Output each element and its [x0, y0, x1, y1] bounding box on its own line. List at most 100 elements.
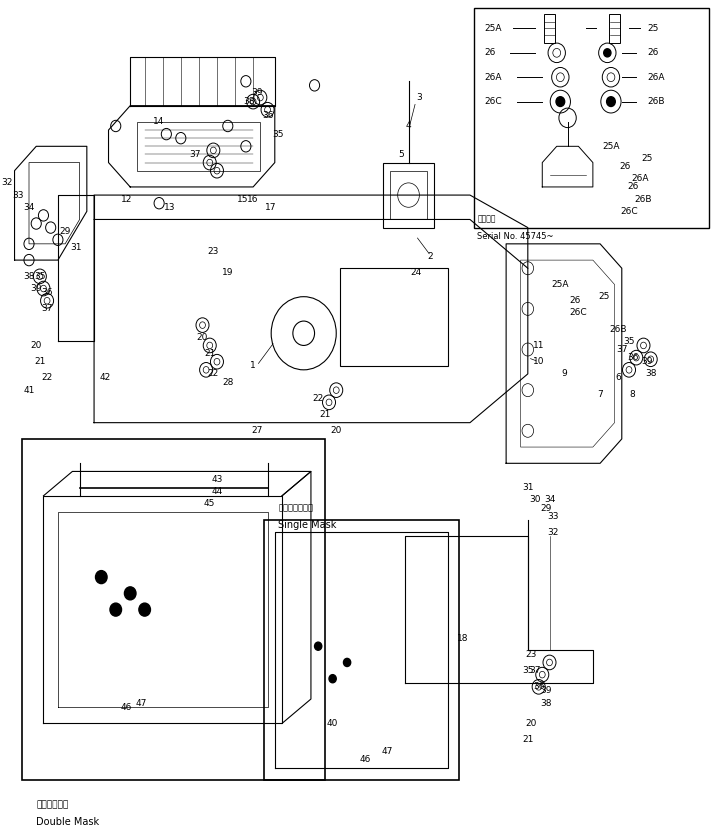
Text: 32: 32 [1, 178, 13, 188]
Text: 11: 11 [533, 341, 544, 350]
Text: 37: 37 [616, 345, 628, 354]
Text: 38: 38 [540, 699, 552, 708]
Text: 35: 35 [522, 666, 534, 675]
Text: 26: 26 [647, 49, 659, 57]
Circle shape [343, 658, 351, 667]
Text: 15: 15 [236, 195, 248, 204]
Text: 31: 31 [70, 244, 82, 253]
Text: 46: 46 [121, 703, 132, 712]
Text: 適用番号: 適用番号 [477, 215, 496, 224]
Text: 22: 22 [41, 373, 53, 382]
Text: 20: 20 [330, 426, 342, 435]
Text: 26C: 26C [620, 206, 638, 216]
Text: 26B: 26B [647, 97, 664, 106]
Text: 26: 26 [620, 162, 631, 171]
Text: Single Mask: Single Mask [278, 520, 337, 530]
Text: 38: 38 [244, 97, 255, 106]
Text: 26B: 26B [635, 195, 652, 204]
Text: 43: 43 [211, 475, 223, 484]
Text: 5: 5 [398, 150, 404, 159]
Text: 37: 37 [41, 304, 53, 313]
Text: 26A: 26A [631, 174, 649, 183]
Text: 9: 9 [561, 369, 567, 378]
Text: 25A: 25A [602, 142, 620, 151]
Text: 42: 42 [99, 373, 111, 382]
Text: 35: 35 [623, 337, 635, 346]
Text: 38: 38 [645, 369, 656, 378]
Text: 29: 29 [540, 504, 552, 512]
Text: 18: 18 [457, 634, 469, 643]
Bar [609, 14, 620, 43]
Text: 39: 39 [641, 357, 653, 366]
Text: 23: 23 [526, 650, 537, 659]
Text: 34: 34 [23, 202, 35, 211]
Text: 20: 20 [30, 341, 42, 350]
Text: 46: 46 [359, 756, 371, 765]
Text: 47: 47 [381, 748, 393, 757]
Text: 14: 14 [153, 117, 165, 126]
Text: 4: 4 [406, 121, 411, 131]
Text: 3: 3 [416, 93, 422, 102]
Circle shape [607, 97, 615, 107]
Text: 35: 35 [273, 130, 284, 139]
Text: 21: 21 [204, 349, 215, 358]
Text: Serial No. 45745~: Serial No. 45745~ [477, 231, 554, 240]
Text: 24: 24 [410, 268, 422, 277]
Text: 45: 45 [204, 500, 215, 509]
Text: 1: 1 [250, 361, 256, 370]
Text: 33: 33 [12, 191, 24, 200]
Text: 36: 36 [533, 682, 544, 691]
Text: 29: 29 [59, 227, 71, 236]
Text: 17: 17 [265, 202, 277, 211]
Text: 44: 44 [211, 487, 223, 496]
Text: 26: 26 [569, 297, 581, 306]
Text: 36: 36 [262, 111, 273, 120]
Circle shape [329, 675, 336, 683]
Text: 12: 12 [121, 195, 132, 204]
Text: 33: 33 [547, 511, 559, 520]
Text: 22: 22 [208, 369, 219, 378]
Text: 36: 36 [627, 354, 638, 362]
Text: 26C: 26C [570, 308, 587, 317]
Text: 26B: 26B [609, 325, 627, 334]
Text: 26: 26 [484, 49, 496, 57]
Text: 21: 21 [34, 357, 46, 366]
Text: 37: 37 [529, 666, 541, 675]
Text: 25: 25 [647, 24, 659, 33]
Text: 8: 8 [630, 390, 636, 399]
Text: 39: 39 [251, 88, 262, 97]
Text: 30: 30 [529, 496, 541, 505]
Text: 39: 39 [30, 284, 42, 293]
Text: 39: 39 [540, 686, 552, 695]
Text: 26A: 26A [484, 73, 502, 82]
Text: 37: 37 [189, 150, 201, 159]
Text: 23: 23 [208, 248, 219, 257]
Bar [544, 14, 555, 43]
Circle shape [556, 97, 565, 107]
Text: 34: 34 [544, 496, 555, 505]
Text: 16: 16 [247, 195, 259, 204]
Text: 38: 38 [23, 272, 35, 281]
Text: 40: 40 [327, 719, 338, 728]
Text: 7: 7 [597, 390, 603, 399]
Text: 36: 36 [41, 288, 53, 297]
Circle shape [139, 603, 150, 616]
Text: 20: 20 [197, 333, 208, 342]
Text: 25: 25 [641, 154, 653, 163]
Text: ダブルマスク: ダブルマスク [36, 800, 69, 809]
Circle shape [124, 586, 136, 600]
Text: 26: 26 [627, 183, 638, 192]
Text: 32: 32 [547, 528, 559, 537]
Text: 41: 41 [23, 386, 35, 395]
Text: 13: 13 [164, 202, 176, 211]
Text: 2: 2 [427, 252, 433, 260]
Circle shape [315, 642, 322, 650]
Text: 21: 21 [522, 735, 534, 744]
Circle shape [604, 49, 611, 57]
Text: Double Mask: Double Mask [36, 817, 99, 826]
Text: 27: 27 [251, 426, 262, 435]
Text: 25: 25 [598, 292, 609, 301]
Text: 22: 22 [312, 394, 324, 403]
Circle shape [95, 571, 107, 584]
Text: シングルマスク: シングルマスク [278, 503, 313, 512]
